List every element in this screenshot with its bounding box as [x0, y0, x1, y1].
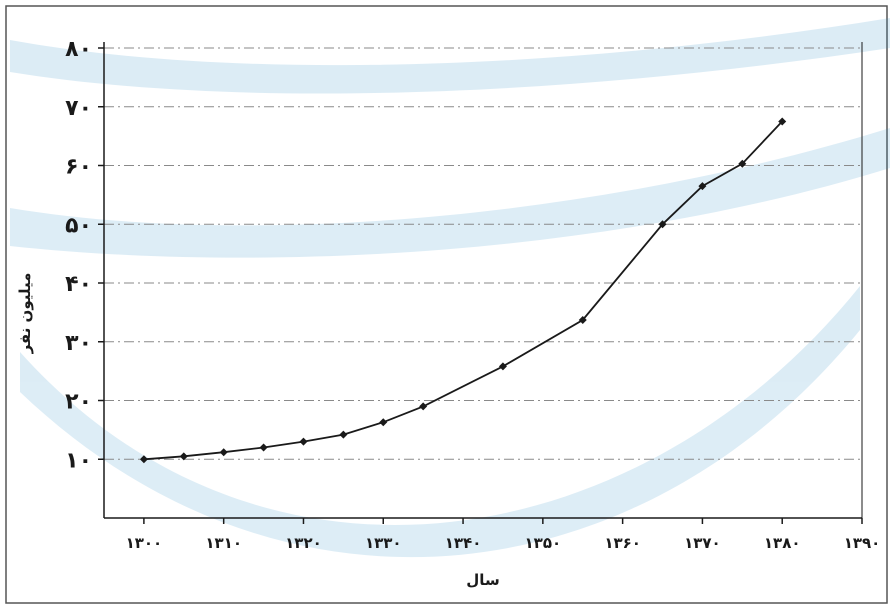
x-tick-label-1350: ۱۳۵۰: [525, 534, 562, 552]
series-line-0: [143, 120, 783, 461]
x-tick-label-1310: ۱۳۱۰: [205, 534, 242, 552]
watermark-bands: [10, 18, 890, 558]
outer-frame: [5, 5, 888, 604]
x-tick-label-1360: ۱۳۶۰: [604, 534, 641, 552]
data-point-1320: [299, 437, 308, 446]
axes: [103, 42, 863, 519]
y-tick-label-60: ۶۰: [65, 155, 92, 180]
y-tick-label-20: ۲۰: [65, 390, 92, 415]
x-tick-label-1380: ۱۳۸۰: [764, 534, 801, 552]
y-tick-label-80: ۸۰: [65, 37, 92, 62]
gridlines: [104, 47, 862, 460]
data-point-1370: [698, 182, 707, 191]
y-tick-label-30: ۳۰: [65, 331, 92, 356]
watermark-band-bottom: [20, 286, 860, 558]
x-axis-label: سال: [466, 571, 499, 589]
x-tick-label-1300: ۱۳۰۰: [126, 534, 163, 552]
y-tick-label-40: ۴۰: [65, 272, 92, 297]
y-tick-label-10: ۱۰: [65, 448, 92, 473]
data-point-1335: [419, 402, 428, 411]
x-tick-labels: ۱۳۰۰ ۱۳۱۰ ۱۳۲۰ ۱۳۳۰ ۱۳۴۰ ۱۳۵۰ ۱۳۶۰ ۱۳۷۰ ۱۳۸۰ ۱۳۹۰: [126, 518, 881, 552]
data-point-1325: [339, 430, 348, 439]
data-point-1310: [219, 448, 228, 457]
data-point-1330: [379, 418, 388, 427]
y-axis-label: میلیون نفر: [16, 273, 34, 355]
watermark-band-middle: [10, 128, 890, 258]
y-tick-label-50: ۵۰: [65, 213, 92, 238]
data-point-1355: [578, 316, 587, 325]
data-point-1345: [498, 362, 507, 371]
x-tick-label-1370: ۱۳۷۰: [684, 534, 721, 552]
x-tick-label-1340: ۱۳۴۰: [445, 534, 482, 552]
watermark-band-top: [10, 18, 890, 94]
y-tick-labels: ۱۰ ۲۰ ۳۰ ۴۰ ۵۰ ۶۰ ۷۰ ۸۰: [65, 37, 104, 473]
x-tick-label-1390: ۱۳۹۰: [844, 534, 881, 552]
data-point-1380: [778, 117, 787, 126]
data-point-1375: [738, 159, 747, 168]
series-layer: [139, 117, 787, 464]
data-point-1365: [658, 220, 667, 229]
data-point-1300: [139, 455, 148, 464]
data-point-1305: [179, 452, 188, 461]
x-tick-label-1330: ۱۳۳۰: [365, 534, 402, 552]
x-tick-label-1320: ۱۳۲۰: [285, 534, 322, 552]
data-point-1315: [259, 443, 268, 452]
y-tick-label-70: ۷۰: [65, 96, 92, 121]
